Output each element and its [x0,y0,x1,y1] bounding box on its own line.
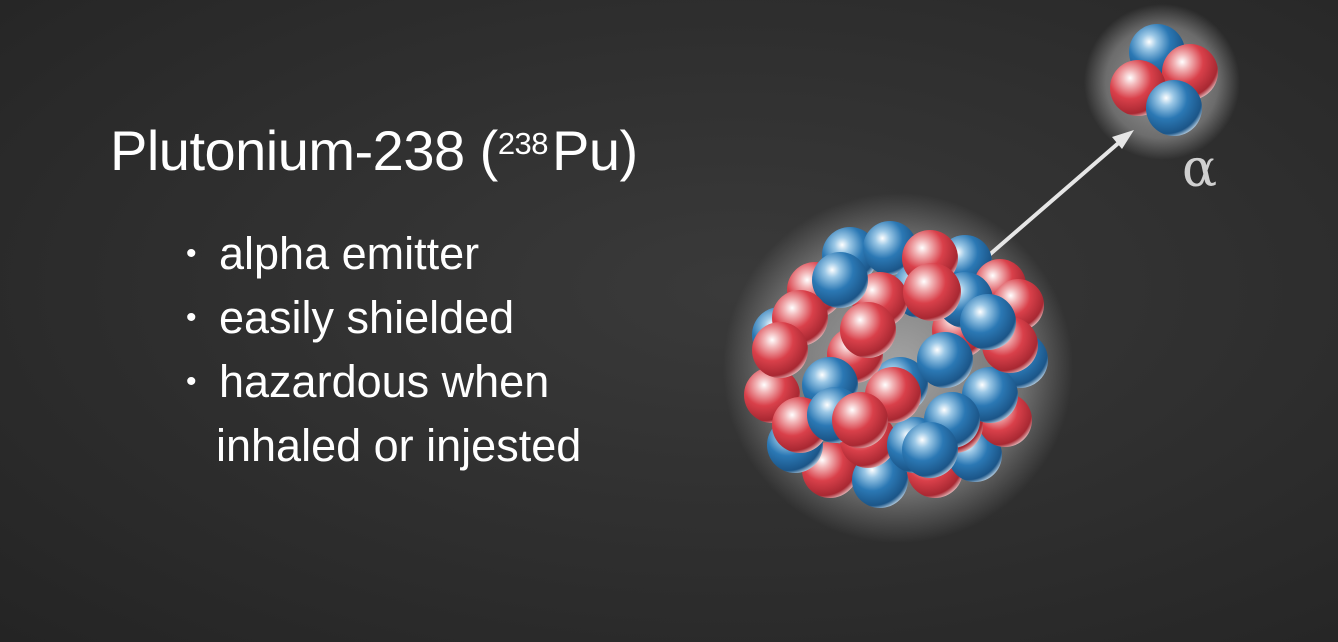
bullet-text: alpha emitter [219,228,480,279]
alpha-particle-icon [1110,24,1218,136]
bullet-item-easily-shielded: • easily shielded [186,286,581,350]
arrow-head-icon [1112,130,1134,149]
element-symbol: Pu [552,119,620,182]
bullet-item-hazardous: • hazardous when [186,350,581,414]
plutonium-nucleus-icon [744,221,1048,508]
bullet-continuation: inhaled or injested [216,420,582,471]
bullet-list: • alpha emitter • easily shielded • haza… [186,222,581,478]
mass-number: 238 [497,126,549,161]
bullet-dot: • [186,301,197,334]
emission-arrow-icon [986,138,1124,258]
bullet-item-alpha-emitter: • alpha emitter [186,222,581,286]
bullet-text: easily shielded [219,292,515,343]
title-text: Plutonium-238 ( [110,119,498,182]
slide-title: Plutonium-238 (238Pu) [110,118,638,183]
bullet-dot: • [186,365,197,398]
bullet-dot: • [186,237,197,270]
alpha-label: α [1182,139,1217,199]
title-close-paren: ) [619,119,639,182]
bullet-text: hazardous when [219,356,550,407]
